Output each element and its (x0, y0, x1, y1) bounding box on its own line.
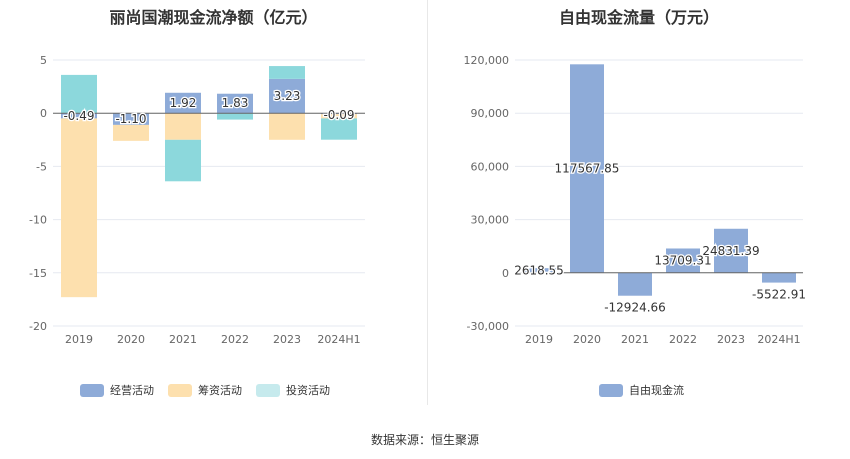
chart-divider (427, 0, 428, 405)
bar (269, 113, 305, 140)
legend-label: 经营活动 (110, 384, 154, 397)
data-label: -12924.66 (604, 301, 666, 315)
bar (165, 92, 201, 114)
bar (570, 64, 604, 273)
x-tick-label: 2021 (621, 333, 649, 346)
legend-label: 筹资活动 (198, 384, 242, 397)
y-tick-label: 0 (502, 267, 509, 280)
data-label: 24831.39 (702, 244, 759, 258)
x-tick-label: 2022 (669, 333, 697, 346)
data-label: 2618.55 (514, 263, 564, 277)
x-tick-label: 2024H1 (757, 333, 800, 346)
y-tick-label: 90,000 (471, 107, 510, 120)
y-tick-label: -30,000 (467, 320, 509, 333)
data-label: 13709.31 (654, 254, 711, 268)
y-tick-label: -5 (36, 160, 47, 173)
data-label: 117567.85 (555, 162, 620, 176)
legend: 经营活动 筹资活动 投资活动 (80, 382, 330, 398)
y-tick-label: 5 (40, 54, 47, 67)
legend-item-financing[interactable]: 筹资活动 (168, 382, 242, 398)
legend-swatch (80, 383, 104, 397)
y-tick-label: 0 (40, 107, 47, 120)
x-tick-label: 2020 (573, 333, 601, 346)
legend-swatch (168, 383, 192, 397)
legend-item-investing[interactable]: 投资活动 (256, 382, 330, 398)
y-tick-label: 60,000 (471, 160, 510, 173)
bar (217, 113, 253, 120)
chart-title: 丽尚国潮现金流净额（亿元） (109, 8, 318, 27)
bar (522, 268, 556, 273)
legend-swatch (599, 383, 623, 397)
data-label: 1.92 (170, 96, 197, 110)
bar (61, 118, 97, 298)
bar (217, 93, 253, 114)
data-label: 1.83 (222, 96, 249, 110)
chart-free-cashflow: 自由现金流量（万元） 120,000 90,000 60,000 30,000 0 -30… (428, 0, 850, 405)
bar (321, 114, 357, 119)
chart-title: 自由现金流量（万元） (558, 8, 719, 27)
legend-item-operating[interactable]: 经营活动 (80, 382, 154, 398)
data-label: -1.10 (115, 112, 146, 126)
legend-label: 自由现金流 (629, 384, 684, 397)
bar (714, 228, 748, 273)
y-tick-label: -15 (29, 267, 47, 280)
bar (666, 248, 700, 273)
bar (165, 113, 201, 140)
data-label: -0.09 (323, 108, 354, 122)
bar (762, 272, 796, 283)
bar (269, 78, 305, 114)
x-tick-label: 2024H1 (317, 333, 360, 346)
bar (61, 113, 97, 119)
y-tick-label: -20 (29, 320, 47, 333)
x-tick-label: 2021 (169, 333, 197, 346)
bar (618, 272, 652, 296)
bar (269, 66, 305, 79)
data-label: -5522.91 (752, 288, 806, 302)
legend-swatch (256, 383, 280, 397)
x-tick-label: 2020 (117, 333, 145, 346)
bar (113, 124, 149, 141)
bar (321, 118, 357, 140)
x-tick-label: 2023 (717, 333, 745, 346)
source-note: 数据来源：恒生聚源 (370, 433, 479, 447)
chart-canvas: 120,000 90,000 60,000 30,000 0 -30,000 2019 202… (464, 54, 808, 346)
legend-item-free-cashflow[interactable]: 自由现金流 (599, 382, 684, 398)
bar (165, 139, 201, 182)
bar (61, 74, 97, 114)
y-tick-label: 30,000 (471, 214, 510, 227)
y-tick-label: -10 (29, 214, 47, 227)
legend: 自由现金流 (599, 382, 684, 398)
x-tick-label: 2023 (273, 333, 301, 346)
bar (113, 113, 149, 125)
y-tick-label: 120,000 (464, 54, 510, 67)
x-tick-label: 2022 (221, 333, 249, 346)
x-tick-label: 2019 (525, 333, 553, 346)
x-tick-label: 2019 (65, 333, 93, 346)
data-label: 3.23 (274, 89, 301, 103)
legend-label: 投资活动 (286, 384, 330, 397)
data-label: -0.49 (63, 109, 94, 123)
chart-canvas: 5 0 -5 -10 -15 -20 2019 2020 2021 2022 2023 2024H1 -… (29, 54, 365, 346)
chart-cashflow-net: 丽尚国潮现金流净额（亿元） 5 0 -5 -10 -15 -20 2019 2020 2021 2… (0, 0, 427, 405)
